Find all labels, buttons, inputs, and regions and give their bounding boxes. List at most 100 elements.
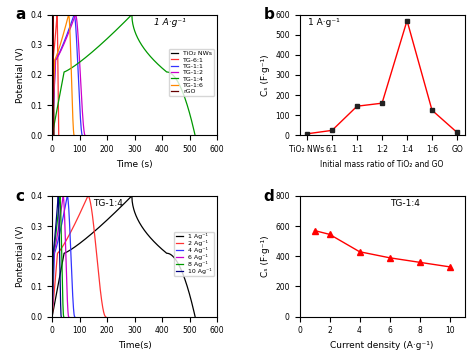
Line: TG-1:2: TG-1:2 <box>52 15 85 135</box>
4 Ag⁻¹ <box>64 197 70 201</box>
TG-1:1 <box>80 133 85 138</box>
X-axis label: Initial mass ratio of TiO₂ and GO: Initial mass ratio of TiO₂ and GO <box>320 160 444 169</box>
TG-6:1 <box>49 133 55 138</box>
1 Ag⁻¹ <box>141 228 147 232</box>
TG-1:2 <box>63 39 68 43</box>
TG-1:1 <box>49 133 55 138</box>
TG-1:6 <box>66 12 72 17</box>
10 Ag⁻¹ <box>56 202 62 207</box>
TG-6:1 <box>55 17 60 21</box>
4 Ag⁻¹ <box>69 266 74 271</box>
10 Ag⁻¹ <box>55 194 61 198</box>
rGO <box>50 48 55 52</box>
8 Ag⁻¹ <box>49 314 55 319</box>
8 Ag⁻¹ <box>59 266 65 271</box>
Y-axis label: Pontential (V): Pontential (V) <box>16 225 25 287</box>
Line: TG-1:4: TG-1:4 <box>52 15 195 135</box>
TG-1:1 <box>72 13 77 18</box>
TG-1:6 <box>66 17 72 21</box>
TG-1:2 <box>49 133 55 138</box>
Line: TiO₂ NWs: TiO₂ NWs <box>52 15 54 135</box>
Legend: 1 Ag⁻¹, 2 Ag⁻¹, 4 Ag⁻¹, 6 Ag⁻¹, 8 Ag⁻¹, 10 Ag⁻¹: 1 Ag⁻¹, 2 Ag⁻¹, 4 Ag⁻¹, 6 Ag⁻¹, 8 Ag⁻¹, … <box>174 232 214 276</box>
Line: rGO: rGO <box>52 15 54 135</box>
6 Ag⁻¹ <box>60 197 65 201</box>
Line: 4 Ag⁻¹: 4 Ag⁻¹ <box>52 196 75 317</box>
rGO <box>49 133 55 138</box>
4 Ag⁻¹ <box>65 198 71 202</box>
TG-1:2 <box>78 85 84 90</box>
TG-1:4 <box>50 132 55 136</box>
TiO₂ NWs <box>51 133 56 138</box>
4 Ag⁻¹ <box>49 314 55 319</box>
TG-1:6 <box>65 15 71 19</box>
Y-axis label: Cₛ (F·g⁻¹): Cₛ (F·g⁻¹) <box>261 236 270 277</box>
2 Ag⁻¹ <box>85 194 91 198</box>
4 Ag⁻¹ <box>58 227 64 232</box>
rGO <box>50 12 56 17</box>
TG-1:1 <box>71 15 76 19</box>
2 Ag⁻¹ <box>87 198 93 202</box>
Line: 1 Ag⁻¹: 1 Ag⁻¹ <box>52 196 195 317</box>
Line: TG-1:6: TG-1:6 <box>52 15 74 135</box>
TG-1:4 <box>141 47 147 51</box>
TG-1:2 <box>82 133 88 138</box>
2 Ag⁻¹ <box>86 195 91 199</box>
8 Ag⁻¹ <box>54 227 59 232</box>
TG-1:6 <box>59 39 64 43</box>
1 Ag⁻¹ <box>67 248 73 252</box>
2 Ag⁻¹ <box>95 266 101 271</box>
8 Ag⁻¹ <box>61 314 66 319</box>
rGO <box>51 85 56 90</box>
TG-1:4 <box>67 67 73 71</box>
TG-1:6 <box>66 13 72 18</box>
10 Ag⁻¹ <box>53 227 58 232</box>
rGO <box>50 13 56 18</box>
X-axis label: Time (s): Time (s) <box>116 160 153 169</box>
TG-1:2 <box>73 13 79 18</box>
Line: 10 Ag⁻¹: 10 Ag⁻¹ <box>52 196 61 317</box>
Line: 2 Ag⁻¹: 2 Ag⁻¹ <box>52 196 106 317</box>
8 Ag⁻¹ <box>57 195 63 199</box>
10 Ag⁻¹ <box>57 266 63 271</box>
TG-6:1 <box>54 15 60 19</box>
4 Ag⁻¹ <box>72 314 78 319</box>
Y-axis label: Cₛ (F·g⁻¹): Cₛ (F·g⁻¹) <box>261 54 270 96</box>
TiO₂ NWs <box>50 13 56 18</box>
Text: b: b <box>263 7 274 22</box>
6 Ag⁻¹ <box>55 227 61 232</box>
Text: 1 A·g⁻¹: 1 A·g⁻¹ <box>308 18 339 27</box>
2 Ag⁻¹ <box>103 314 109 319</box>
Text: a: a <box>16 7 26 22</box>
4 Ag⁻¹ <box>64 194 70 198</box>
Legend: TiO₂ NWs, TG-6:1, TG-1:1, TG-1:2, TG-1:4, TG-1:6, rGO: TiO₂ NWs, TG-6:1, TG-1:1, TG-1:2, TG-1:4… <box>169 49 214 96</box>
10 Ag⁻¹ <box>55 197 61 201</box>
TG-1:1 <box>72 17 78 21</box>
rGO <box>50 17 56 21</box>
TiO₂ NWs <box>51 85 56 90</box>
Text: 1 A·g⁻¹: 1 A·g⁻¹ <box>155 18 186 27</box>
10 Ag⁻¹ <box>55 195 61 199</box>
TG-6:1 <box>55 21 60 25</box>
rGO <box>51 133 56 138</box>
TG-1:4 <box>61 72 66 77</box>
TG-1:4 <box>186 110 192 115</box>
Text: d: d <box>263 189 274 203</box>
6 Ag⁻¹ <box>49 314 55 319</box>
TiO₂ NWs <box>50 48 55 52</box>
rGO <box>50 21 56 25</box>
TiO₂ NWs <box>50 12 56 17</box>
TG-1:2 <box>72 15 77 19</box>
10 Ag⁻¹ <box>55 198 61 202</box>
Line: TG-6:1: TG-6:1 <box>52 15 59 135</box>
TG-1:4 <box>131 26 137 30</box>
Line: TG-1:1: TG-1:1 <box>52 15 82 135</box>
Text: TG-1:4: TG-1:4 <box>390 199 420 209</box>
4 Ag⁻¹ <box>65 202 71 207</box>
6 Ag⁻¹ <box>61 195 66 199</box>
TG-1:1 <box>62 39 67 43</box>
1 Ag⁻¹ <box>49 314 55 319</box>
Line: 6 Ag⁻¹: 6 Ag⁻¹ <box>52 196 69 317</box>
Y-axis label: Potential (V): Potential (V) <box>16 47 25 103</box>
X-axis label: Time(s): Time(s) <box>118 341 152 350</box>
2 Ag⁻¹ <box>49 314 55 319</box>
